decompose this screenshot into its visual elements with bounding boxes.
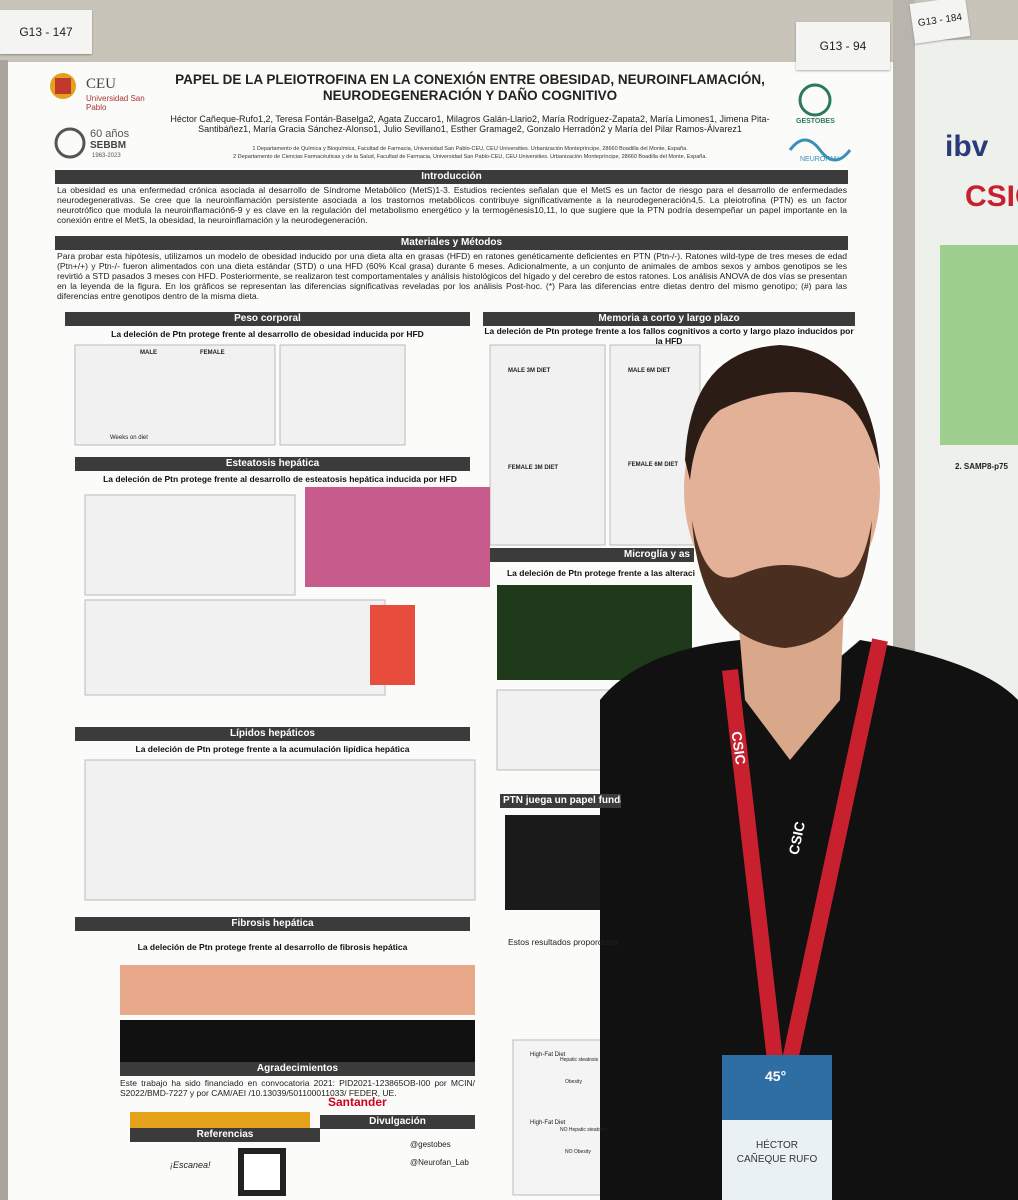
chart-label: STD bbox=[520, 576, 530, 582]
badge-name: CAÑEQUE RUFO bbox=[736, 1154, 818, 1165]
diagram-label: High-Fat Diet bbox=[530, 1052, 566, 1058]
diagram bbox=[512, 1039, 609, 1196]
figure bbox=[279, 344, 406, 446]
chart-label: HFD bbox=[600, 576, 611, 582]
figure bbox=[496, 689, 618, 771]
ceu-logo bbox=[55, 78, 71, 94]
badge-header bbox=[722, 1055, 832, 1120]
section-heading: 2. SAMP8-p75 bbox=[955, 462, 1008, 471]
lanyard bbox=[782, 638, 888, 1062]
fibrosis-image bbox=[120, 1020, 475, 1065]
panel-subtitle: La deleción de Ptn protege frente al des… bbox=[111, 329, 424, 339]
diagram-label: High-Fat Diet bbox=[530, 1120, 566, 1126]
shirt bbox=[600, 640, 1018, 1200]
panel-subtitle: La deleción de Ptn protege frente a las … bbox=[506, 568, 695, 578]
panel-subtitle: La deleción de Ptn protege frente a la a… bbox=[135, 744, 410, 754]
sebbm-logo bbox=[54, 127, 86, 159]
figure bbox=[609, 344, 701, 546]
social-handle: @gestobes bbox=[410, 1140, 451, 1149]
sponsor-logos bbox=[130, 1112, 310, 1128]
section-heading: Peso corporal bbox=[65, 312, 470, 326]
section-heading: Memoria a corto y largo plazo bbox=[483, 312, 855, 326]
affiliation: 1 Departamento de Química y Bioquímica, … bbox=[252, 146, 688, 152]
chart-label: MALE bbox=[140, 350, 157, 356]
board-label: G13 - 184 bbox=[909, 0, 971, 44]
logo-text: ibv bbox=[945, 130, 989, 163]
section-heading: Lípidos hepáticos bbox=[75, 727, 470, 741]
section-heading: PTN juega un papel fundament bbox=[500, 794, 621, 808]
neurofan-logo bbox=[788, 138, 852, 162]
logo-text: SEBBM bbox=[90, 140, 127, 151]
diagram-label: NO Obesity bbox=[565, 1149, 591, 1155]
logo-text: Universidad San Pablo bbox=[86, 94, 145, 113]
figure bbox=[489, 344, 606, 546]
beard bbox=[692, 520, 872, 648]
chart-label: FEMALE 6M DIET bbox=[628, 462, 679, 468]
chart-label: MALE 6M DIET bbox=[628, 368, 671, 374]
poster-title: PAPEL DE LA PLEIOTROFINA EN LA CONEXIÓN … bbox=[175, 72, 765, 103]
section-heading: Microglía y as bbox=[490, 548, 694, 562]
figure bbox=[84, 494, 296, 596]
figure bbox=[84, 599, 386, 696]
figure bbox=[74, 344, 276, 446]
chart-label: FEMALE 3M DIET bbox=[508, 465, 559, 471]
badge-edition: 45° bbox=[765, 1068, 787, 1084]
logo-text: CSIC bbox=[965, 180, 1018, 213]
qr-code bbox=[244, 1154, 280, 1190]
logo-text: NEUROFAN bbox=[800, 156, 839, 163]
face bbox=[684, 362, 880, 618]
section-heading: Divulgación bbox=[320, 1115, 475, 1129]
authors: Héctor Cañeque-Rufo1,2, Teresa Fontán-Ba… bbox=[170, 114, 770, 135]
neighbor-panel bbox=[940, 245, 1018, 445]
sponsor-logo: Santander bbox=[328, 1095, 387, 1109]
figure bbox=[84, 759, 476, 901]
diagram-label: Obesity bbox=[565, 1079, 582, 1085]
section-heading: Fibrosis hepática bbox=[75, 917, 470, 931]
section-heading: Esteatosis hepática bbox=[75, 457, 470, 471]
section-text: Para probar esta hipótesis, utilizamos u… bbox=[57, 251, 847, 301]
figure bbox=[370, 605, 415, 685]
histology-image bbox=[305, 487, 490, 587]
board-label: G13 - 94 bbox=[796, 22, 890, 70]
board-label: G13 - 147 bbox=[0, 10, 92, 54]
badge-name: HÉCTOR bbox=[755, 1140, 799, 1151]
logo-text: 1963-2023 bbox=[92, 153, 121, 159]
hair bbox=[685, 345, 880, 480]
section-text: Estos resultados proporciona bbox=[508, 938, 618, 947]
logo-text: GESTOBES bbox=[796, 118, 835, 125]
diagram-label: Hepatic steatosis bbox=[560, 1057, 599, 1063]
section-heading: Materiales y Métodos bbox=[55, 236, 848, 250]
chart-label: FEMALE bbox=[200, 350, 225, 356]
panel-subtitle: La deleción de Ptn protege frente a los … bbox=[484, 326, 854, 346]
section-heading: Introducción bbox=[55, 170, 848, 184]
gestobes-logo bbox=[798, 83, 832, 117]
logo-text: 60 años bbox=[90, 128, 130, 140]
section-text: La obesidad es una enfermedad crónica as… bbox=[57, 185, 847, 225]
chart-label: Weeks on diet bbox=[110, 435, 148, 441]
affiliation: 2 Departamento de Ciencias Farmacéuticas… bbox=[233, 154, 707, 160]
frame-pole bbox=[0, 60, 8, 1200]
panel-subtitle: La deleción de Ptn protege frente al des… bbox=[137, 942, 408, 952]
cta: ¡Escanea! bbox=[170, 1160, 211, 1170]
chart-label: MALE 3M DIET bbox=[508, 368, 551, 374]
fibrosis-image bbox=[120, 965, 475, 1015]
lanyard bbox=[722, 669, 783, 1061]
diagram-label: NO Hepatic steatosis bbox=[560, 1127, 607, 1133]
section-heading: Referencias bbox=[130, 1128, 320, 1142]
section-text: Este trabajo ha sido financiado en convo… bbox=[120, 1078, 475, 1098]
logo-text: CEU bbox=[86, 76, 116, 92]
panel-subtitle: La deleción de Ptn protege frente al des… bbox=[103, 474, 457, 484]
social-handle: @Neurofan_Lab bbox=[410, 1158, 469, 1167]
section-heading: Agradecimientos bbox=[120, 1062, 475, 1076]
